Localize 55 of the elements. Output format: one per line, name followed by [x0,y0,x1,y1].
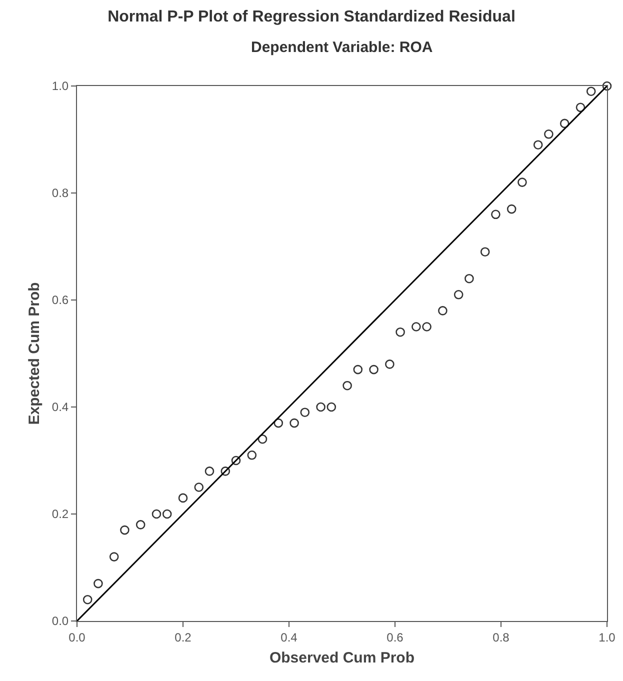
point [480,247,490,256]
point [300,408,310,417]
chart-subtitle: Dependent Variable: ROA [251,39,433,56]
point [412,322,421,332]
x-tick-label: 0.6 [386,630,404,644]
point [560,118,570,128]
point [316,402,326,412]
point [464,274,474,284]
x-tick-label: 0.2 [174,630,192,644]
point [204,466,214,476]
point [491,210,500,220]
x-tick-label: 0.8 [492,630,510,644]
point [438,306,448,316]
y-tick-label: 0.2 [52,507,69,522]
point [152,509,162,519]
point [454,290,464,300]
x-tick-label: 0.4 [280,630,298,644]
y-tick-label: 0.4 [52,400,69,414]
point [231,456,241,466]
point [396,327,405,337]
point [576,102,586,112]
point [258,434,268,444]
point [109,552,119,562]
point [162,509,172,519]
point [369,364,378,374]
point [82,594,92,604]
y-tick-label: 0.0 [52,614,69,628]
point [178,493,188,503]
point [506,204,516,214]
point [353,364,363,374]
x-axis-title: Observed Cum Prob [269,649,415,666]
point [274,418,284,428]
point [544,130,554,139]
chart-title: Normal P-P Plot of Regression Standardized Residual [108,8,516,26]
point [94,578,103,588]
point [602,81,612,91]
y-tick-label: 1.0 [52,79,69,94]
x-tick-label: 1.0 [598,630,616,644]
point [586,86,596,96]
point [290,418,299,428]
point [220,466,230,476]
x-tick-label: 0.0 [68,630,86,644]
point [342,380,352,390]
point [326,402,336,412]
point [518,178,527,187]
point [247,450,257,460]
point [422,322,432,332]
y-axis-title: Expected Cum Prob [26,282,44,425]
point [194,482,204,492]
point [120,525,130,535]
point [385,360,394,369]
point [533,140,543,150]
y-tick-label: 0.6 [52,293,69,308]
y-tick-label: 0.8 [52,186,69,200]
point [136,520,146,530]
